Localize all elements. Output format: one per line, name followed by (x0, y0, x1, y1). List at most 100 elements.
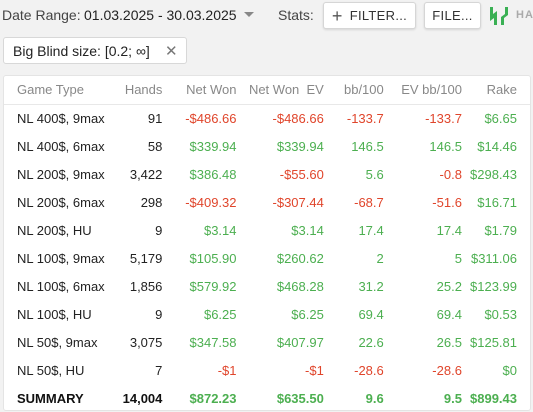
table-row[interactable]: NL 100$, HU 9 $6.25 $6.25 69.4 69.4 $0.53 (4, 300, 530, 328)
cell-ev-bb100: 26.5 (436, 334, 462, 350)
cell-net-won-ev: -$486.66 (272, 110, 324, 126)
cell-hands: 3,422 (129, 166, 163, 182)
cell-game-type: NL 200$, 9max (17, 166, 105, 182)
cell-game-type: NL 100$, HU (17, 306, 92, 322)
logo-text: HA (516, 9, 533, 21)
cell-game-type: NL 400$, 9max (17, 110, 105, 126)
filter-button[interactable]: + FILTER... (323, 2, 416, 29)
plus-icon: + (331, 5, 343, 26)
filter-chip[interactable]: Big Blind size: [0.2; ∞] ✕ (3, 37, 187, 64)
table-row[interactable]: NL 200$, 9max 3,422 $386.48 -$55.60 5.6 -0.8 $… (4, 160, 530, 188)
cell-ev-bb100: -0.8 (439, 166, 462, 182)
cell-game-type: NL 200$, 6max (17, 194, 105, 210)
cell-net-won-ev: $468.28 (276, 278, 324, 294)
cell-net-won-ev: $6.25 (291, 306, 324, 322)
cell-net-won: $347.58 (189, 334, 237, 350)
column-header-rake[interactable]: Rake (461, 76, 530, 105)
cell-hands: 298 (140, 194, 163, 210)
cell-bb100: -68.7 (354, 194, 384, 210)
table-row[interactable]: NL 400$, 9max 91 -$486.66 -$486.66 -133.7 -13… (4, 104, 530, 132)
cell-rake: $125.81 (470, 334, 517, 350)
cell-bb100: 69.4 (358, 306, 384, 322)
cell-game-type: SUMMARY (17, 390, 84, 406)
cell-rake: $6.65 (484, 110, 517, 126)
cell-net-won: -$1 (217, 362, 237, 378)
cell-net-won-ev: $339.94 (276, 138, 324, 154)
cell-bb100: 5.6 (365, 166, 384, 182)
cell-net-won-ev: $635.50 (276, 390, 324, 406)
cell-net-won: $872.23 (189, 390, 237, 406)
cell-net-won: $6.25 (203, 306, 237, 322)
cell-bb100: 9.6 (365, 390, 384, 406)
column-header-bb100[interactable]: bb/100 (323, 76, 384, 105)
cell-net-won-ev: $3.14 (291, 222, 324, 238)
table-row[interactable]: NL 50$, HU 7 -$1 -$1 -28.6 -28.6 $0 (4, 356, 530, 384)
table-row[interactable]: NL 50$, 9max 3,075 $347.58 $407.97 22.6 26.5 $… (4, 328, 530, 356)
column-header-game-type[interactable]: Game Type (4, 76, 116, 105)
table-row[interactable]: NL 400$, 6max 58 $339.94 $339.94 146.5 146.5 $… (4, 132, 530, 160)
stats-label: Stats: (278, 7, 314, 23)
cell-hands: 7 (155, 362, 163, 378)
close-icon[interactable]: ✕ (165, 43, 178, 60)
cell-hands: 3,075 (129, 334, 163, 350)
cell-rake: $311.06 (470, 250, 517, 266)
cell-ev-bb100: 25.2 (436, 278, 462, 294)
cell-net-won-ev: -$1 (305, 362, 324, 378)
stats-table-card: Game Type Hands Net Won Net Won EV bb/10… (3, 75, 531, 411)
date-range-label: Date Range: (2, 7, 81, 23)
cell-net-won: $3.14 (203, 222, 237, 238)
cell-bb100: 31.2 (358, 278, 384, 294)
cell-net-won-ev: $407.97 (276, 334, 324, 350)
cell-bb100: 2 (376, 250, 384, 266)
column-header-net-won-ev[interactable]: Net Won EV (236, 76, 324, 105)
cell-bb100: -133.7 (346, 110, 384, 126)
cell-hands: 58 (147, 138, 163, 154)
cell-game-type: NL 50$, HU (17, 362, 85, 378)
cell-bb100: 17.4 (358, 222, 384, 238)
logo-icon (490, 7, 508, 25)
table-row[interactable]: NL 200$, 6max 298 -$409.32 -$307.44 -68.7 -51… (4, 188, 530, 216)
cell-rake: $14.46 (477, 138, 517, 154)
date-range-value[interactable]: 01.03.2025 - 30.03.2025 (84, 7, 237, 23)
column-header-net-won[interactable]: Net Won (162, 76, 237, 105)
cell-game-type: NL 100$, 6max (17, 278, 105, 294)
table-row[interactable]: NL 200$, HU 9 $3.14 $3.14 17.4 17.4 $1.79 (4, 216, 530, 244)
cell-bb100: -28.6 (354, 362, 384, 378)
cell-rake: $16.71 (477, 194, 517, 210)
column-header-ev-bb100[interactable]: EV bb/100 (383, 76, 462, 105)
cell-hands: 9 (155, 306, 163, 322)
cell-game-type: NL 50$, 9max (17, 334, 98, 350)
cell-bb100: 146.5 (351, 138, 384, 154)
filter-button-label: FILTER... (349, 8, 408, 23)
column-header-hands[interactable]: Hands (115, 76, 163, 105)
cell-rake: $1.79 (484, 222, 517, 238)
cell-hands: 14,004 (122, 390, 163, 406)
cell-net-won: -$486.66 (185, 110, 237, 126)
filter-chip-label: Big Blind size: [0.2; ∞] (13, 42, 150, 59)
cell-net-won: $105.90 (189, 250, 237, 266)
cell-ev-bb100: 69.4 (436, 306, 462, 322)
cell-hands: 91 (147, 110, 163, 126)
cell-bb100: 22.6 (358, 334, 384, 350)
cell-hands: 1,856 (129, 278, 163, 294)
stats-table: Game Type Hands Net Won Net Won EV bb/10… (4, 76, 530, 412)
cell-game-type: NL 200$, HU (17, 222, 92, 238)
cell-net-won-ev: -$307.44 (272, 194, 324, 210)
cell-game-type: NL 100$, 9max (17, 250, 105, 266)
cell-ev-bb100: 5 (454, 250, 462, 266)
cell-ev-bb100: -28.6 (432, 362, 462, 378)
cell-net-won: $579.92 (189, 278, 237, 294)
cell-ev-bb100: -51.6 (432, 194, 462, 210)
cell-net-won: -$409.32 (185, 194, 237, 210)
table-row[interactable]: NL 100$, 6max 1,856 $579.92 $468.28 31.2 25.2… (4, 272, 530, 300)
chevron-down-icon[interactable] (244, 12, 254, 17)
cell-ev-bb100: -133.7 (425, 110, 462, 126)
file-button[interactable]: FILE... (424, 2, 481, 29)
cell-net-won: $339.94 (189, 138, 237, 154)
cell-net-won-ev: $260.62 (276, 250, 324, 266)
table-row[interactable]: NL 100$, 9max 5,179 $105.90 $260.62 2 5 $311.0… (4, 244, 530, 272)
cell-ev-bb100: 146.5 (429, 138, 462, 154)
summary-row[interactable]: SUMMARY 14,004 $872.23 $635.50 9.6 9.5 $899.43 (4, 384, 530, 412)
cell-rake: $0.53 (484, 306, 517, 322)
cell-hands: 5,179 (129, 250, 163, 266)
